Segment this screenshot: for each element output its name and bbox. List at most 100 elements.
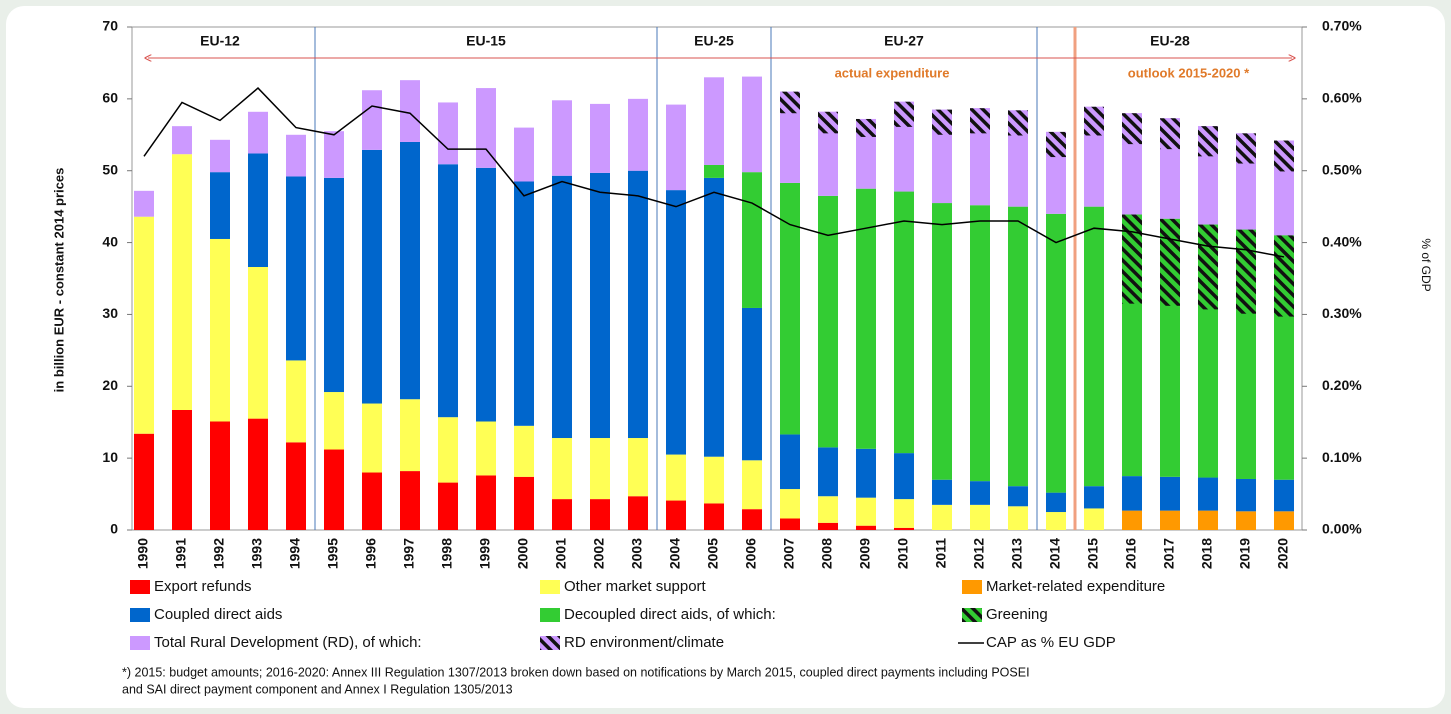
legend-label: RD environment/climate — [564, 634, 724, 651]
legend-label: Total Rural Development (RD), of which: — [154, 634, 422, 651]
bar-segment — [780, 182, 800, 435]
bar-segment — [438, 164, 458, 418]
bar-segment — [1122, 476, 1142, 511]
bar-segment — [476, 421, 496, 476]
bar-overlay — [818, 111, 838, 134]
bar-segment — [666, 500, 686, 530]
legend-label: Greening — [986, 606, 1048, 623]
bar-segment — [704, 77, 724, 165]
bar-segment — [286, 176, 306, 361]
bar-segment — [1122, 510, 1142, 530]
bar-segment — [552, 175, 572, 439]
bar-overlay — [1236, 133, 1256, 164]
bar-segment — [476, 88, 496, 168]
era-label: EU-27 — [884, 33, 924, 49]
bar-segment — [172, 154, 192, 410]
x-tick-label: 2017 — [1161, 538, 1177, 569]
y-tick-label: 0 — [110, 521, 118, 537]
bar-overlay — [1160, 218, 1180, 306]
bar-segment — [324, 131, 344, 178]
bar-segment — [818, 195, 838, 448]
bar-segment — [400, 80, 420, 142]
bar-segment — [932, 504, 952, 530]
bar-segment — [400, 399, 420, 472]
bar-segment — [742, 172, 762, 308]
y-tick-label: 50 — [102, 161, 118, 177]
bar-segment — [362, 90, 382, 150]
bar-segment — [666, 454, 686, 501]
y2-tick-label: 0.10% — [1322, 449, 1362, 465]
footnote: *) 2015: budget amounts; 2016-2020: Anne… — [122, 665, 1030, 679]
bar-segment — [1008, 506, 1028, 530]
x-tick-label: 2005 — [705, 538, 721, 569]
x-tick-label: 2009 — [857, 538, 873, 569]
bar-overlay — [894, 101, 914, 127]
bar-segment — [134, 190, 154, 217]
bar-overlay — [1122, 214, 1142, 304]
bar-overlay — [1160, 118, 1180, 150]
bar-segment — [856, 497, 876, 526]
y-tick-label: 70 — [102, 18, 118, 34]
bar-segment — [742, 460, 762, 510]
x-tick-label: 2006 — [743, 538, 759, 569]
bar-overlay — [1122, 113, 1142, 145]
y2-tick-label: 0.40% — [1322, 233, 1362, 249]
bar-segment — [248, 267, 268, 419]
bar-segment — [362, 149, 382, 404]
bar-segment — [286, 442, 306, 530]
x-tick-label: 1996 — [363, 538, 379, 569]
bar-segment — [1274, 479, 1294, 512]
y-axis-label: in billion EUR - constant 2014 prices — [51, 168, 66, 393]
bar-segment — [210, 421, 230, 530]
era-label: EU-15 — [466, 33, 506, 49]
bar-segment — [628, 98, 648, 171]
legend-swatch — [962, 580, 982, 594]
bar-segment — [438, 482, 458, 530]
legend-label: Export refunds — [154, 578, 252, 595]
bar-segment — [1236, 478, 1256, 512]
bar-segment — [894, 453, 914, 500]
x-tick-label: 1993 — [249, 538, 265, 569]
bar-overlay — [1046, 131, 1066, 158]
bar-segment — [552, 499, 572, 530]
bar-segment — [1160, 510, 1180, 530]
bar-segment — [438, 417, 458, 483]
bar-segment — [210, 139, 230, 173]
x-tick-label: 2003 — [629, 538, 645, 569]
x-tick-label: 2001 — [553, 538, 569, 569]
bar-overlay — [1084, 106, 1104, 136]
x-tick-label: 2020 — [1275, 538, 1291, 569]
bar-overlay — [1274, 140, 1294, 172]
bar-segment — [780, 434, 800, 490]
bar-segment — [970, 481, 990, 505]
bar-segment — [666, 190, 686, 455]
legend-swatch — [130, 608, 150, 622]
bar-overlay — [856, 118, 876, 137]
y2-tick-label: 0.70% — [1322, 18, 1362, 34]
bar-segment — [704, 164, 724, 178]
bar-segment — [628, 496, 648, 530]
x-tick-label: 2018 — [1199, 538, 1215, 569]
legend-label: Coupled direct aids — [154, 606, 282, 623]
x-tick-label: 1997 — [401, 538, 417, 569]
bar-segment — [514, 425, 534, 477]
bar-segment — [742, 76, 762, 173]
x-tick-label: 1992 — [211, 538, 227, 569]
bar-segment — [134, 216, 154, 434]
x-tick-label: 2014 — [1047, 538, 1063, 569]
era-label: EU-12 — [200, 33, 240, 49]
x-tick-label: 2015 — [1085, 538, 1101, 569]
bar-overlay — [780, 91, 800, 114]
bar-segment — [1046, 492, 1066, 513]
bar-segment — [248, 153, 268, 268]
bar-segment — [1008, 206, 1028, 487]
bar-segment — [780, 489, 800, 519]
x-tick-label: 2016 — [1123, 538, 1139, 569]
legend-swatch — [540, 636, 560, 650]
bar-segment — [400, 141, 420, 400]
annotation: outlook 2015-2020 * — [1128, 65, 1250, 80]
bar-segment — [1084, 508, 1104, 530]
bar-segment — [818, 496, 838, 523]
x-tick-label: 2010 — [895, 538, 911, 569]
